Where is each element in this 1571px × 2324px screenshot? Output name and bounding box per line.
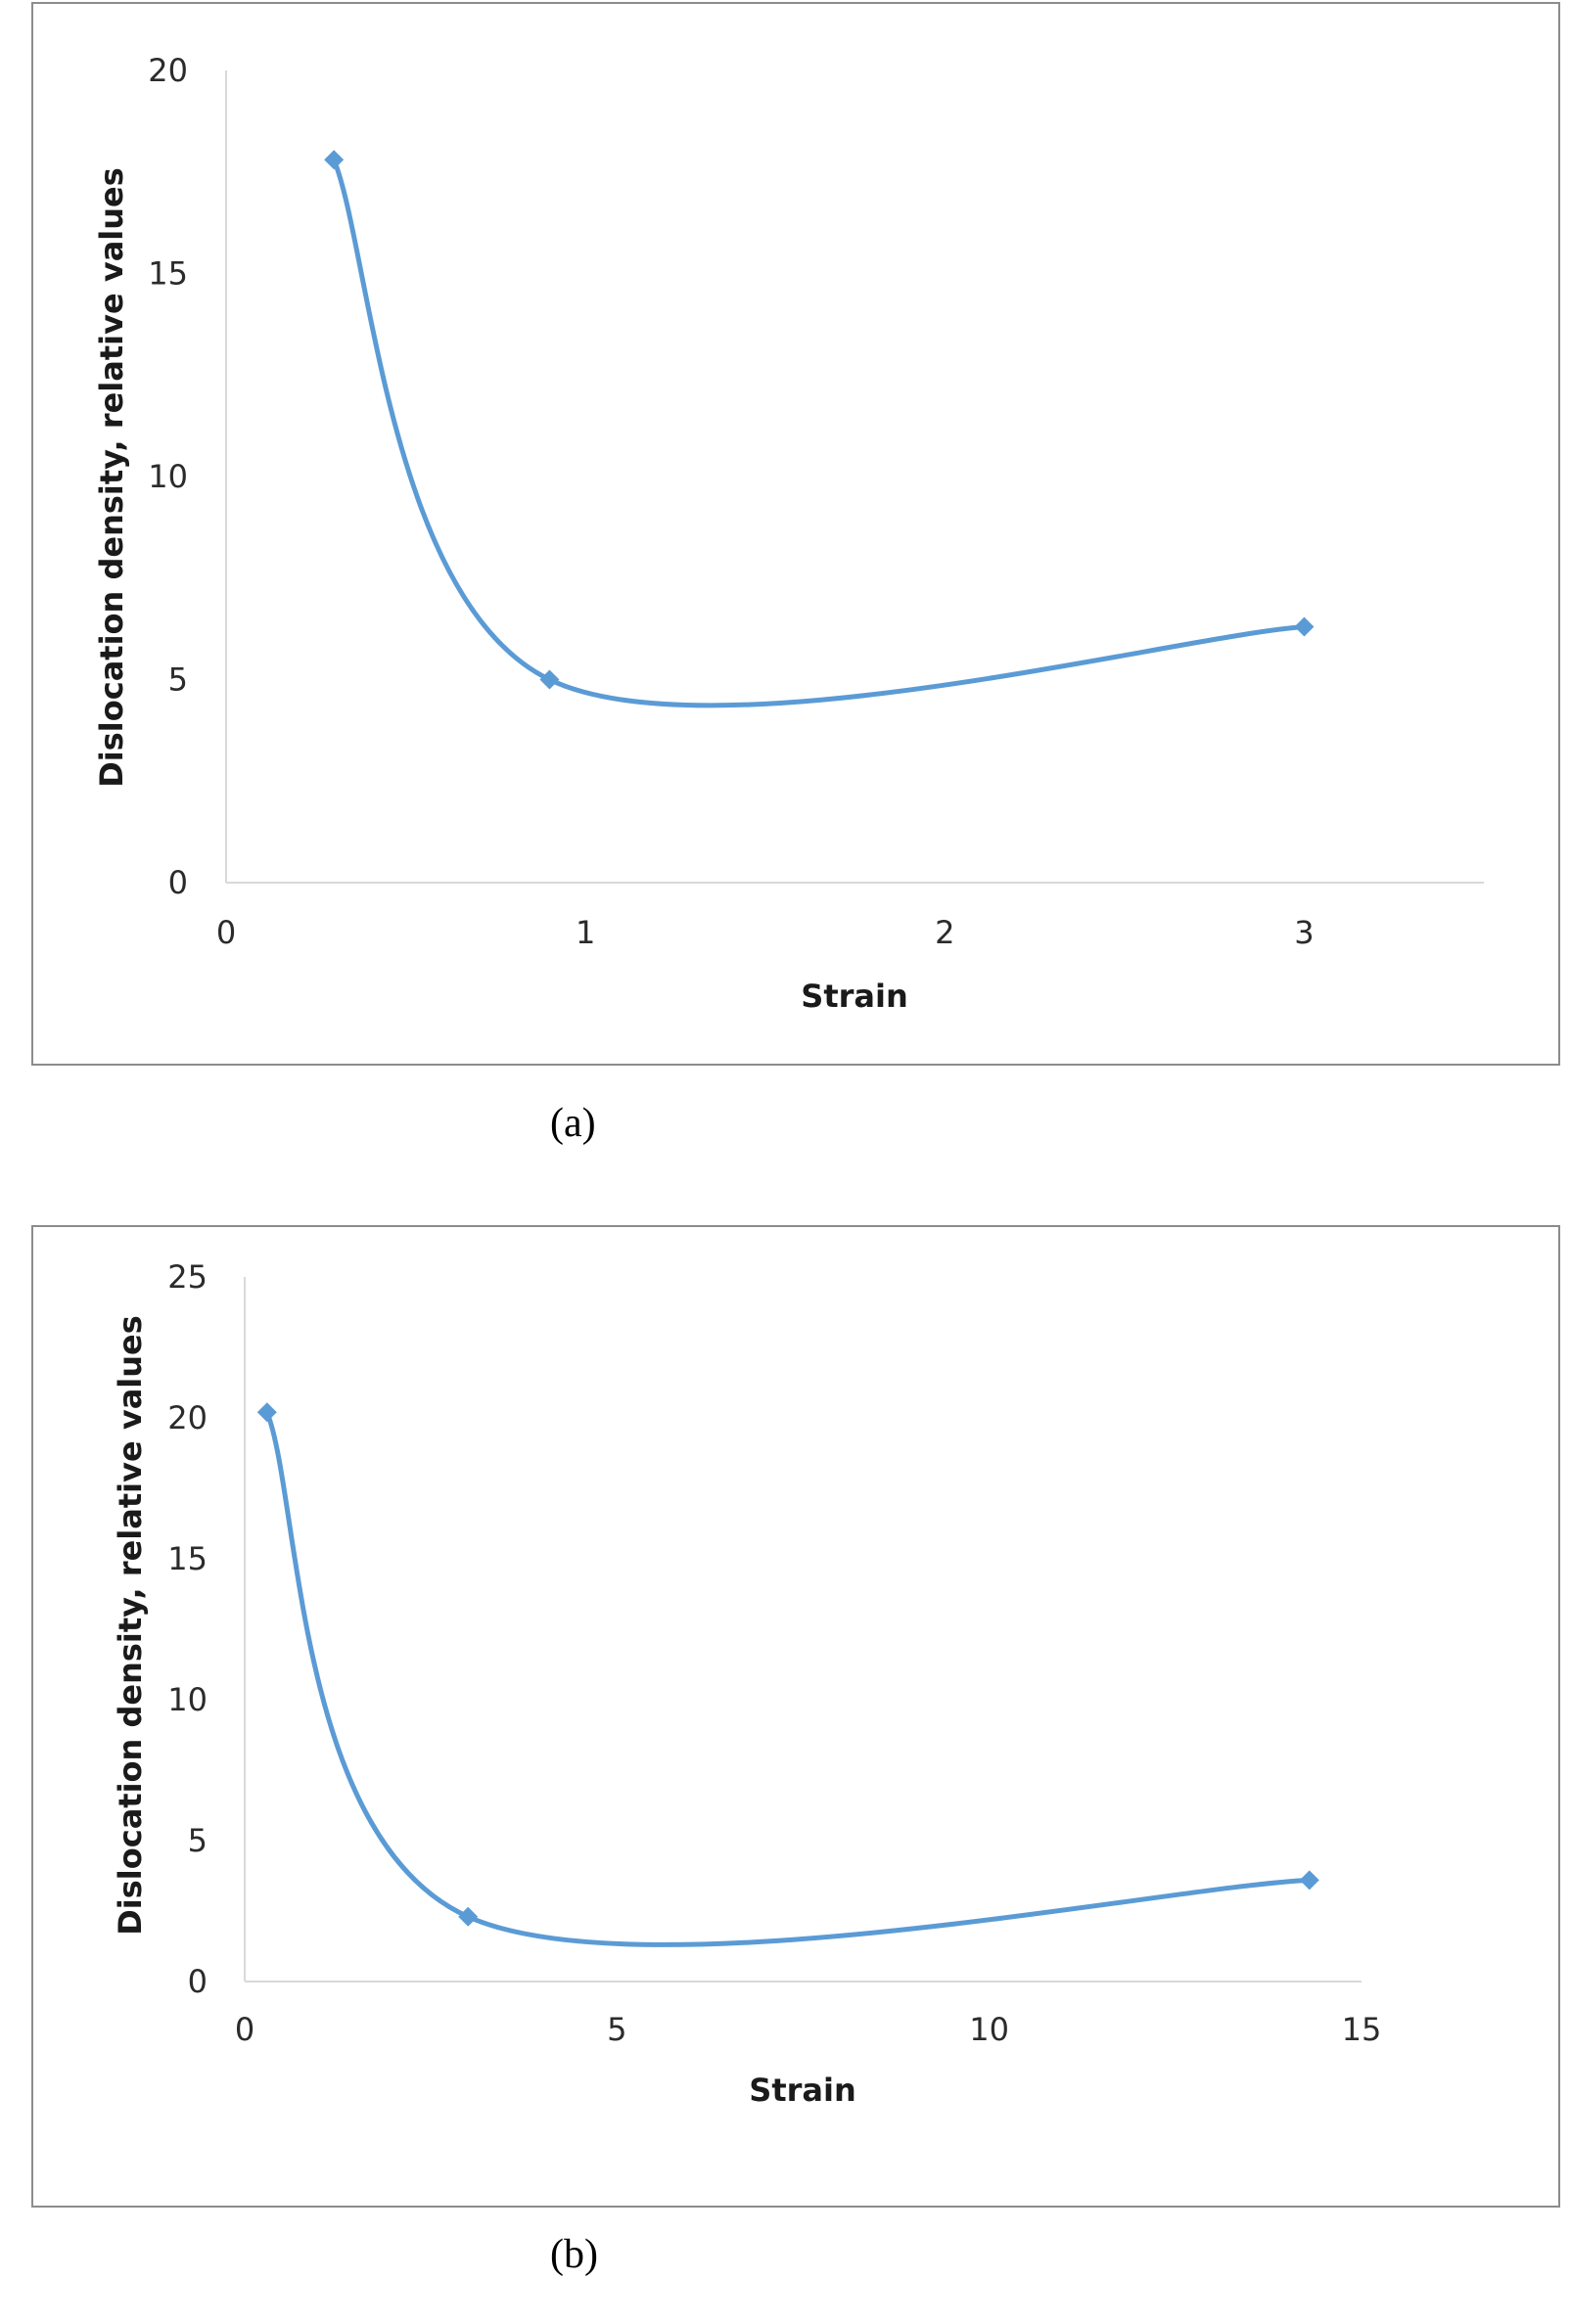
chart-b-markers [256,1402,1319,1927]
chart-a-y-tick-2: 10 [148,458,188,495]
chart-a-y-tick-labels: 0 5 10 15 20 [148,52,188,901]
chart-b-series-line [264,1411,1310,1947]
chart-a-y-axis-title: Dislocation density, relative values [93,167,130,788]
chart-b-y-axis-title: Dislocation density, relative values [112,1315,149,1936]
chart-b-y-tick-labels: 0 5 10 15 20 25 [167,1258,208,2000]
chart-a-series-line [331,159,1305,708]
chart-a-y-tick-0: 0 [168,864,188,901]
caption-b: (b) [550,2232,598,2277]
chart-a-point-2 [1294,616,1315,637]
chart-b-y-tick-4: 20 [167,1399,208,1436]
chart-a-x-tick-3: 3 [1294,914,1314,951]
chart-a-x-axis-title: Strain [801,978,907,1015]
chart-b-frame [31,1225,1560,2208]
chart-b-y-tick-5: 25 [167,1258,208,1296]
chart-b-point-1 [458,1906,479,1927]
caption-a: (a) [550,1101,596,1146]
chart-a-point-0 [324,150,345,170]
chart-b-x-tick-2: 10 [969,2011,1009,2048]
chart-a-y-tick-4: 20 [148,52,188,89]
chart-a-x-tick-labels: 0 1 2 3 [216,914,1315,951]
chart-b-point-2 [1299,1870,1319,1891]
chart-b-x-axis-title: Strain [749,2072,855,2109]
chart-a-frame [31,2,1560,1066]
chart-a-point-1 [539,669,560,690]
chart-b-x-tick-3: 15 [1342,2011,1382,2048]
chart-b-y-tick-0: 0 [188,1963,208,2000]
chart-b-y-tick-1: 5 [188,1822,208,1859]
chart-b-x-tick-labels: 0 5 10 15 [235,2011,1382,2048]
chart-a-x-tick-2: 2 [935,914,954,951]
chart-a-x-tick-0: 0 [216,914,236,951]
chart-b: 0 5 10 15 20 25 0 5 10 15 Strain Dislocation den… [31,1225,1560,2208]
chart-a-x-tick-1: 1 [576,914,595,951]
chart-b-y-tick-2: 10 [167,1681,208,1718]
chart-b-y-tick-3: 15 [167,1540,208,1577]
chart-b-x-tick-1: 5 [607,2011,626,2048]
chart-b-x-tick-0: 0 [235,2011,254,2048]
chart-a-y-tick-1: 5 [168,661,188,699]
chart-a-markers [324,150,1315,690]
chart-a-y-tick-3: 15 [148,255,188,293]
chart-b-point-0 [256,1402,277,1423]
chart-a: 0 5 10 15 20 0 1 2 3 Strain Dislocation density… [31,2,1560,1066]
